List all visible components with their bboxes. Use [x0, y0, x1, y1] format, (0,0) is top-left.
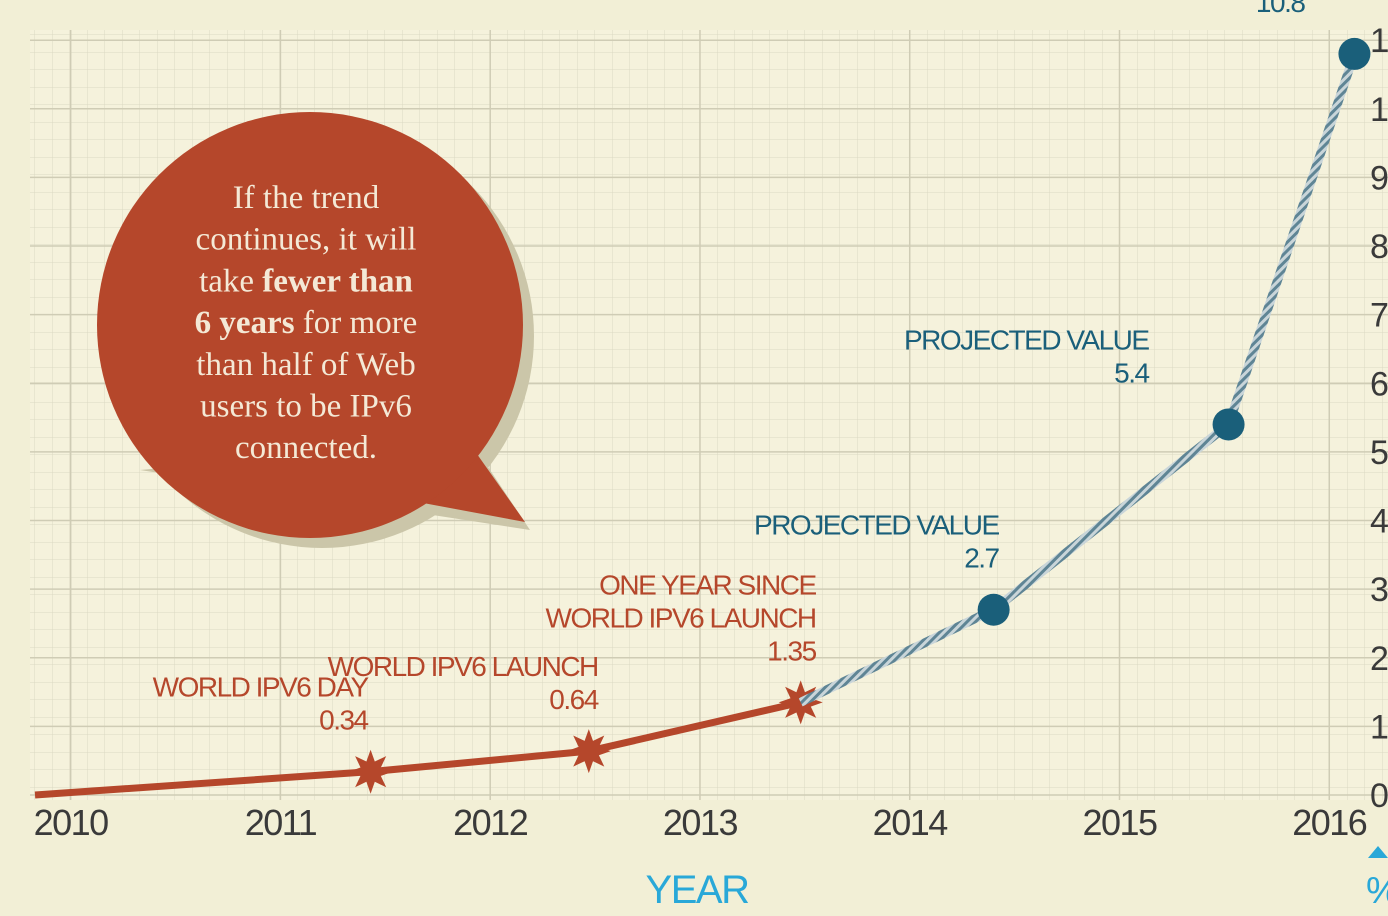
bubble — [97, 112, 523, 538]
callout-text: users to be IPv6 — [200, 389, 412, 425]
callout-line: connected. — [235, 430, 377, 466]
value-label: 0.64 — [549, 684, 598, 715]
callout-text: than half of Web — [196, 347, 415, 383]
x-tick-label: 2015 — [1082, 802, 1157, 843]
point-label: ONE YEAR SINCE — [599, 569, 816, 600]
point-marker — [348, 749, 393, 794]
y-tick-label: 6 — [1370, 365, 1388, 403]
callout-text: 6 years — [195, 305, 295, 341]
callout-text: for more — [295, 305, 418, 341]
x-tick-label: 2012 — [453, 802, 528, 843]
y-tick-label: 7 — [1370, 297, 1388, 335]
point-label: PROJECTED VALUE — [904, 324, 1149, 355]
y-tick-label: 4 — [1370, 503, 1388, 541]
x-tick-label: 2010 — [34, 802, 109, 843]
point-marker — [1338, 37, 1371, 70]
value-label: 0.34 — [319, 705, 368, 736]
x-tick-label: 2013 — [663, 802, 738, 843]
y-tick-label: 5 — [1370, 434, 1388, 472]
callout-text: fewer than — [262, 263, 413, 299]
point-label: PROJECTED VALUE — [754, 510, 999, 541]
value-label: 2.7 — [964, 543, 999, 574]
callout-line: users to be IPv6 — [200, 389, 412, 425]
y-tick-label: 11 — [1370, 22, 1388, 60]
x-tick-label: 2016 — [1292, 802, 1367, 843]
marks: 0 1 2 3 4 5 6 7 8 9 10 11 2010 2011 2012 2013 2014 2015 20… — [34, 0, 1388, 912]
line — [34, 698, 802, 799]
point-label: WORLD IPV6 LAUNCH — [328, 651, 598, 682]
callout-line: 6 years for more — [195, 305, 418, 341]
x-axis-label: YEAR — [646, 868, 750, 912]
line — [798, 52, 1359, 707]
callout-line: continues, it will — [196, 222, 417, 258]
callout-text: continues, it will — [196, 222, 417, 258]
point-marker — [1212, 408, 1245, 441]
y-tick-label: 3 — [1370, 571, 1388, 609]
callout-text: connected. — [235, 430, 377, 466]
point-marker — [566, 729, 611, 774]
point-label: WORLD IPV6 LAUNCH — [546, 602, 816, 633]
y-tick-label: 10 — [1370, 91, 1388, 129]
axis-arrow — [1368, 846, 1388, 858]
y-tick-label: 0 — [1370, 777, 1388, 815]
value-label: 1.35 — [767, 635, 816, 666]
y-tick-label: 2 — [1370, 640, 1388, 678]
value-label: 5.4 — [1114, 357, 1149, 388]
callout-line: than half of Web — [196, 347, 415, 383]
callout-line: take fewer than — [199, 263, 413, 299]
y-tick-label: 1 — [1370, 708, 1388, 746]
y-tick-label: 8 — [1370, 228, 1388, 266]
callout-text: If the trend — [233, 180, 380, 216]
x-tick-label: 2014 — [873, 802, 948, 843]
y-axis-label: % — [1366, 870, 1388, 912]
callout-line: If the trend — [233, 180, 380, 216]
value-label: 10.8 — [1256, 0, 1305, 18]
x-tick-label: 2011 — [245, 802, 317, 843]
point-label: WORLD IPV6 DAY — [153, 672, 370, 703]
point-marker — [977, 593, 1010, 626]
callout-text: take — [199, 263, 262, 299]
callout-bubble: If the trend continues, it will take fewer… — [97, 112, 534, 548]
y-tick-label: 9 — [1370, 159, 1388, 197]
